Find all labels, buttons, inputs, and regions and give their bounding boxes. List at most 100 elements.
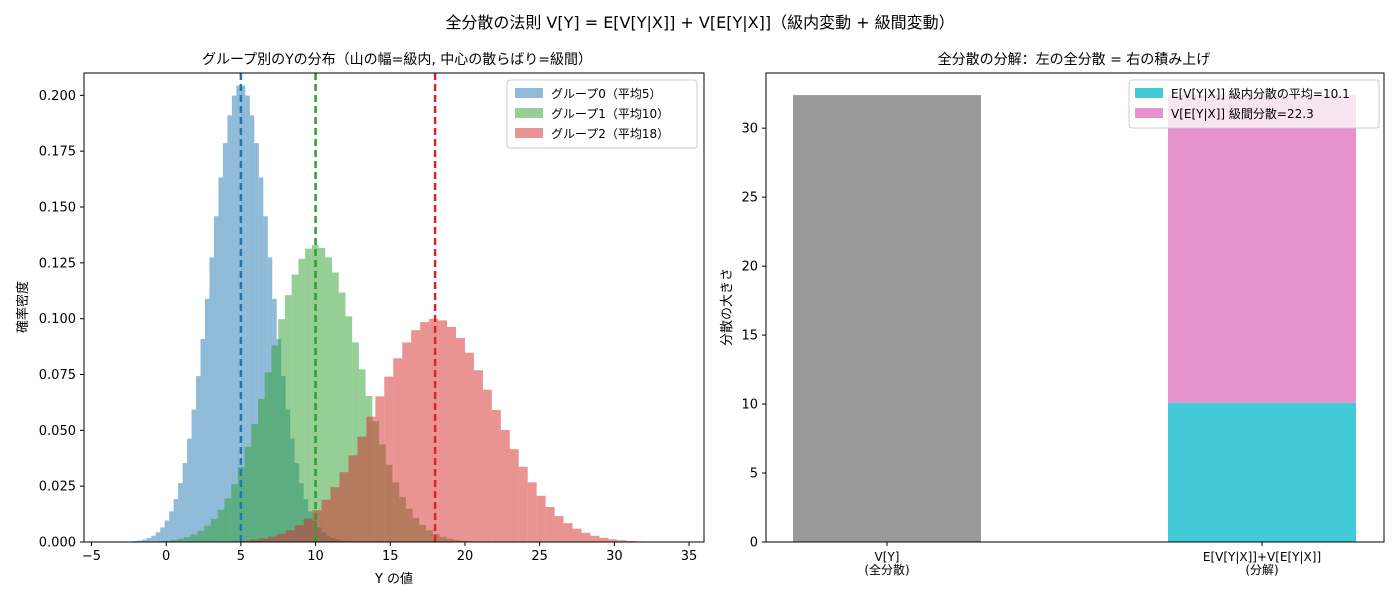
x-tick-label: 20 (457, 549, 474, 564)
legend-frame (1128, 79, 1380, 129)
histogram-bin (420, 322, 430, 542)
histogram-bin (155, 532, 161, 542)
histogram-bin (251, 423, 259, 542)
y-tick-label: 0.150 (39, 201, 76, 216)
histogram-bin (249, 539, 259, 542)
histogram-bin (142, 539, 147, 542)
histogram-bin (278, 319, 285, 542)
histogram-bin (545, 506, 555, 542)
x-tick-label: 25 (531, 549, 548, 564)
legend-swatch-0 (515, 88, 543, 98)
histogram-bin (213, 216, 219, 542)
y-tick-label: 10 (741, 398, 758, 413)
histogram-bin (187, 438, 192, 542)
histogram-bin (196, 376, 201, 542)
histogram-bin (456, 337, 465, 542)
histogram-bin (218, 177, 223, 542)
histogram-y-ticks: 0.000 0.025 0.050 0.075 0.100 0.125 0.150 0.175… (39, 89, 84, 551)
y-tick-label: 15 (741, 329, 758, 344)
histogram-bin (151, 535, 156, 542)
x-tick-label: 30 (606, 549, 623, 564)
histogram-bin (271, 345, 279, 542)
x-tick-label: 0 (162, 549, 170, 564)
histogram-bin (197, 530, 205, 542)
histogram-bin (245, 95, 250, 542)
histogram-bin (182, 463, 188, 542)
histogram-bin (146, 537, 152, 542)
histogram-bin (581, 532, 591, 542)
x-tick-label: E[V[Y|X]]+V[E[Y|X]] (分解) (1203, 550, 1321, 577)
histogram-bin (222, 143, 228, 543)
histogram-bin (321, 499, 331, 542)
histogram-plot-frame (83, 72, 705, 543)
bar-0-segment-0 (793, 95, 981, 542)
histogram-title: グループ別のYの分布（山の幅=級内, 中心の散らばり=級間） (202, 52, 592, 68)
histogram-bin (240, 540, 250, 542)
histogram-bin (244, 446, 252, 542)
histogram-bin (599, 537, 609, 542)
histogram-chart: グループ別のYの分布（山の幅=級内, 中心の散らばり=級間） −5 0 5 10 15 2… (15, 52, 705, 587)
histogram-bin (173, 499, 179, 542)
histogram-bin (163, 540, 171, 542)
y-tick-label: 0.075 (39, 368, 76, 383)
histogram-bin (518, 466, 528, 542)
histogram-bin (177, 538, 185, 542)
y-tick-label: 30 (741, 122, 758, 137)
histogram-bin (554, 516, 564, 542)
histogram-bin (284, 295, 292, 542)
x-tick-label: 5 (237, 549, 245, 564)
bar-legend: E[V[Y|X]] 級内分散の平均=10.1 V[E[Y|X]] 級間分散=22.… (1128, 79, 1380, 129)
legend-swatch-2 (515, 128, 543, 138)
histogram-bin (500, 430, 510, 542)
y-tick-label: 0.200 (39, 89, 76, 104)
histogram-bin (227, 115, 232, 542)
histogram-bin (464, 352, 474, 542)
legend-label-0: グループ0（平均5） (551, 87, 662, 101)
histogram-bin (482, 389, 492, 542)
histogram-bin (438, 320, 448, 542)
histogram-bin (527, 482, 537, 542)
histogram-bin (210, 518, 218, 542)
histogram-bin (258, 177, 264, 542)
histogram-bin (160, 527, 165, 542)
histogram-bin (384, 376, 394, 542)
histogram-y-label: 確率密度 (15, 281, 31, 333)
legend-label-1: グループ1（平均10） (551, 107, 669, 121)
histogram-bin (205, 298, 210, 542)
legend-label-0: E[V[Y|X]] 級内分散の平均=10.1 (1171, 86, 1350, 101)
histogram-bin (294, 525, 304, 542)
histogram-bin (291, 274, 299, 542)
histogram-bin (345, 316, 353, 542)
histogram-bin (491, 409, 501, 542)
histogram-bin (563, 523, 573, 542)
y-tick-label: 0.050 (39, 424, 76, 439)
histogram-bin (285, 530, 295, 542)
bar-1-segment-1 (1168, 95, 1356, 403)
histogram-bin (236, 85, 241, 542)
variance-bar-chart: 全分散の分解：左の全分散 = 右の積み上げ V[Y] (全分散) E[V[Y|X]]… (720, 51, 1385, 577)
histogram-bin (170, 539, 178, 542)
legend-label-1: V[E[Y|X]] 級間分散=22.3 (1171, 106, 1314, 121)
histogram-bin (626, 540, 636, 542)
histogram-bin (231, 484, 238, 542)
bar-chart-title: 全分散の分解：左の全分散 = 右の積み上げ (938, 51, 1211, 68)
histogram-bin (375, 396, 385, 542)
mean-lines (239, 73, 437, 542)
histogram-bin (224, 498, 232, 542)
histogram-bin (366, 416, 376, 542)
bar-plot-frame (765, 72, 1385, 543)
histogram-bin (617, 540, 627, 542)
histogram-bin (240, 85, 246, 542)
histogram-bin (536, 495, 546, 542)
legend-label-2: グループ2（平均18） (551, 127, 669, 141)
y-tick-label: 20 (741, 260, 758, 275)
histogram-x-ticks: −5 0 5 10 15 20 25 30 35 (82, 542, 697, 564)
histogram-bin (332, 272, 339, 542)
histogram-bin (298, 258, 306, 542)
x-tick-label: −5 (82, 549, 101, 564)
histogram-bin (249, 115, 255, 542)
histogram-bin (204, 525, 211, 542)
y-tick-label: 0.000 (39, 536, 76, 551)
y-tick-label: 5 (750, 467, 758, 482)
